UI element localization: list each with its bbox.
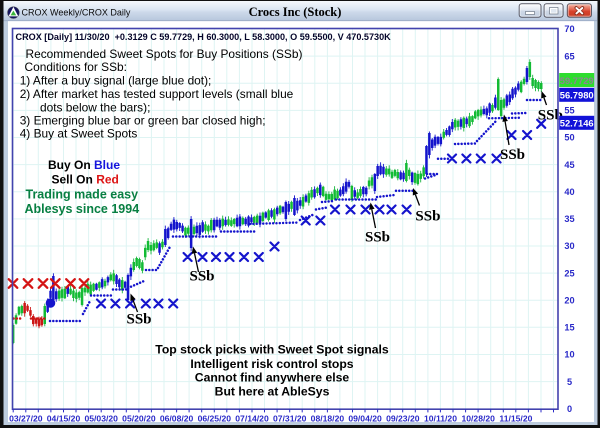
svg-text:Cannot find anywhere else: Cannot find anywhere else (195, 371, 350, 385)
svg-text:06/25/20: 06/25/20 (198, 414, 232, 424)
svg-text:Crocs Inc (Stock): Crocs Inc (Stock) (249, 5, 342, 19)
svg-text:Intelligent risk control stops: Intelligent risk control stops (190, 357, 353, 371)
svg-text:09/23/20: 09/23/20 (386, 414, 420, 424)
svg-text:SSb: SSb (500, 147, 525, 163)
svg-text:10: 10 (564, 350, 574, 360)
svg-text:25: 25 (564, 268, 574, 278)
svg-text:3) Emerging blue bar or green: 3) Emerging blue bar or green bar closed… (20, 114, 266, 128)
svg-text:05/03/20: 05/03/20 (84, 414, 118, 424)
svg-text:55: 55 (564, 106, 574, 116)
svg-text:Trading made easy: Trading made easy (26, 188, 139, 202)
svg-text:10/11/20: 10/11/20 (424, 414, 457, 424)
svg-text:Top stock picks with Sweet Spo: Top stock picks with Sweet Spot signals (155, 343, 389, 357)
svg-text:07/31/20: 07/31/20 (273, 414, 307, 424)
svg-text:52.7146: 52.7146 (560, 118, 594, 129)
svg-text:2) After market has tested sup: 2) After market has tested support level… (20, 87, 294, 101)
svg-text:65: 65 (564, 51, 574, 61)
svg-text:But here at AbleSys: But here at AbleSys (215, 385, 330, 399)
svg-text:15: 15 (564, 323, 574, 333)
svg-text:Ablesys since 1994: Ablesys since 1994 (25, 202, 140, 216)
svg-text:Conditions for SSb:: Conditions for SSb: (25, 60, 127, 74)
svg-text:05/20/20: 05/20/20 (122, 414, 156, 424)
svg-text:SSb: SSb (365, 230, 390, 246)
svg-text:40: 40 (564, 187, 574, 197)
svg-text:30: 30 (564, 241, 574, 251)
svg-text:0: 0 (567, 404, 572, 414)
svg-text:1) After a buy signal (large b: 1) After a buy signal (large blue dot); (20, 74, 212, 88)
svg-text:5: 5 (567, 377, 572, 387)
svg-text:Buy On Blue: Buy On Blue (48, 158, 120, 172)
svg-text:07/14/20: 07/14/20 (235, 414, 269, 424)
svg-text:10/28/20: 10/28/20 (461, 414, 495, 424)
svg-text:CROX [Daily] 11/30/20 +0.3129: CROX [Daily] 11/30/20 +0.3129 C 59.7729,… (16, 32, 392, 42)
svg-text:08/18/20: 08/18/20 (311, 414, 345, 424)
svg-text:03/27/20: 03/27/20 (9, 414, 43, 424)
svg-text:SSb: SSb (190, 269, 215, 285)
svg-text:4) Buy at Sweet Spots: 4) Buy at Sweet Spots (20, 127, 138, 141)
svg-text:35: 35 (564, 214, 574, 224)
svg-text:04/15/20: 04/15/20 (47, 414, 81, 424)
svg-text:11/15/20: 11/15/20 (499, 414, 532, 424)
svg-text:06/08/20: 06/08/20 (160, 414, 194, 424)
svg-text:CROX Weekly/CROX Daily: CROX Weekly/CROX Daily (22, 8, 131, 18)
svg-text:dots below the bars);: dots below the bars); (40, 101, 150, 115)
svg-text:50: 50 (564, 133, 574, 143)
svg-text:SSb: SSb (415, 209, 440, 225)
svg-text:Recommended Sweet Spots for Bu: Recommended Sweet Spots for Buy Position… (26, 47, 303, 61)
svg-text:45: 45 (564, 160, 574, 170)
svg-text:SSb: SSb (127, 312, 152, 328)
svg-text:59.7729: 59.7729 (560, 75, 594, 86)
svg-text:70: 70 (564, 24, 574, 34)
svg-text:SSb: SSb (538, 108, 563, 124)
svg-text:20: 20 (564, 295, 574, 305)
svg-text:Sell On Red: Sell On Red (52, 173, 119, 187)
svg-text:09/04/20: 09/04/20 (348, 414, 382, 424)
svg-text:56.7980: 56.7980 (560, 90, 594, 101)
